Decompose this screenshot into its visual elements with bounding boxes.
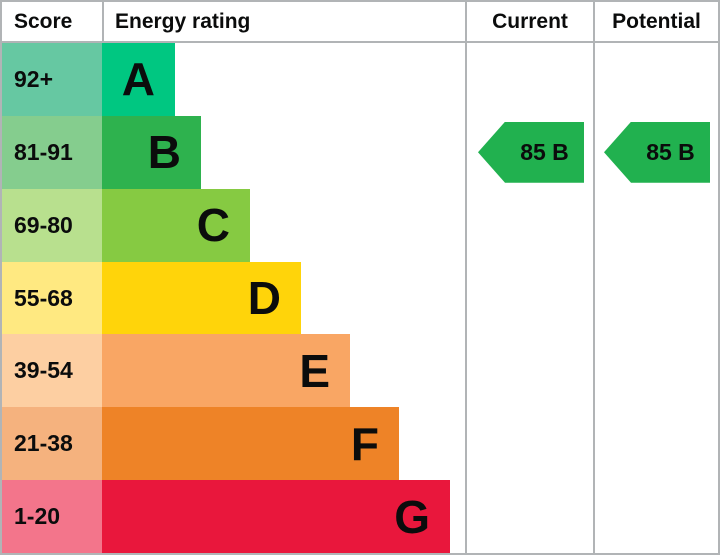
potential-cell-f (593, 407, 718, 481)
potential-cell-b: 85 B (593, 115, 718, 189)
potential-cell-c (593, 188, 718, 262)
band-e-bar: E (102, 334, 350, 408)
potential-cell-a (593, 43, 718, 116)
band-b-letter: B (147, 126, 181, 179)
band-c-score: 69-80 (2, 188, 102, 262)
band-e-bar-area: E (102, 334, 465, 408)
band-g-letter: G (394, 490, 430, 543)
band-f-bar: F (102, 407, 399, 481)
current-cell-d (465, 261, 593, 335)
header-current: Current (465, 2, 593, 41)
band-row-b: 81-91 B 85 B 85 B (2, 115, 718, 189)
band-b-bar: B (102, 115, 201, 189)
band-d-bar-area: D (102, 261, 465, 335)
band-rows: 92+ A 81-91 B 85 B 85 B 69-80 C (2, 43, 718, 553)
band-d-score: 55-68 (2, 261, 102, 335)
header-potential: Potential (593, 2, 718, 41)
band-row-g: 1-20 G (2, 480, 718, 553)
band-b-bar-area: B (102, 115, 465, 189)
band-row-c: 69-80 C (2, 188, 718, 262)
band-row-d: 55-68 D (2, 261, 718, 335)
band-row-a: 92+ A (2, 43, 718, 116)
potential-cell-e (593, 334, 718, 408)
current-cell-a (465, 43, 593, 116)
band-a-bar: A (102, 43, 175, 116)
header-row: Score Energy rating Current Potential (2, 2, 718, 43)
current-cell-g (465, 480, 593, 553)
band-e-score: 39-54 (2, 334, 102, 408)
band-a-bar-area: A (102, 43, 465, 116)
current-rating-arrow: 85 B (478, 121, 584, 183)
current-cell-c (465, 188, 593, 262)
band-a-letter: A (121, 53, 155, 106)
current-cell-b: 85 B (465, 115, 593, 189)
current-cell-f (465, 407, 593, 481)
band-row-e: 39-54 E (2, 334, 718, 408)
band-f-letter: F (350, 417, 379, 470)
band-c-letter: C (196, 199, 230, 252)
band-g-score: 1-20 (2, 480, 102, 553)
band-f-bar-area: F (102, 407, 465, 481)
potential-cell-d (593, 261, 718, 335)
band-row-f: 21-38 F (2, 407, 718, 481)
potential-rating-arrow: 85 B (604, 121, 710, 183)
band-c-bar-area: C (102, 188, 465, 262)
band-d-bar: D (102, 261, 301, 335)
header-energy-rating: Energy rating (102, 2, 465, 41)
band-c-bar: C (102, 188, 250, 262)
band-f-score: 21-38 (2, 407, 102, 481)
current-cell-e (465, 334, 593, 408)
band-a-score: 92+ (2, 43, 102, 116)
band-e-letter: E (299, 344, 330, 397)
potential-cell-g (593, 480, 718, 553)
band-g-bar-area: G (102, 480, 465, 553)
band-d-letter: D (247, 272, 281, 324)
band-b-score: 81-91 (2, 115, 102, 189)
header-score: Score (14, 9, 73, 33)
band-g-bar: G (102, 480, 450, 553)
